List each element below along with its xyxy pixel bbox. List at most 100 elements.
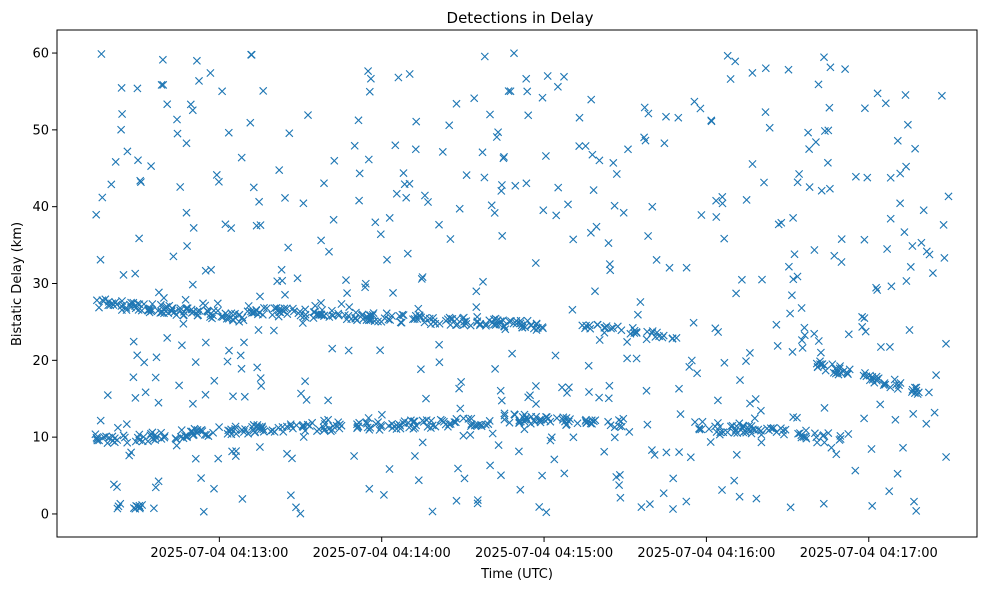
data-point	[238, 426, 247, 434]
data-point	[210, 376, 219, 385]
data-point	[690, 97, 699, 106]
data-point	[396, 424, 405, 433]
data-point	[368, 311, 377, 319]
data-point	[718, 192, 727, 201]
data-point	[944, 192, 953, 201]
data-point	[820, 403, 829, 412]
data-point	[748, 68, 757, 77]
data-point	[536, 418, 545, 427]
data-point	[385, 465, 394, 473]
data-point	[713, 396, 722, 405]
data-point	[325, 313, 334, 321]
data-point	[292, 503, 300, 512]
data-point	[224, 128, 233, 137]
data-point	[365, 425, 374, 434]
data-point	[798, 343, 807, 352]
data-point	[559, 413, 568, 422]
data-point	[730, 476, 739, 485]
data-point	[552, 211, 561, 220]
data-point	[459, 321, 468, 329]
data-point	[662, 112, 670, 121]
data-point	[337, 300, 346, 308]
data-point	[812, 359, 821, 368]
data-point	[588, 150, 597, 159]
data-point	[612, 170, 621, 178]
data-point	[125, 451, 134, 460]
data-point	[135, 234, 144, 243]
data-point	[350, 141, 359, 150]
data-point	[500, 409, 509, 418]
data-point	[706, 438, 715, 446]
data-point	[284, 243, 293, 252]
data-point	[206, 313, 214, 321]
data-point	[484, 420, 493, 429]
data-point	[460, 317, 469, 326]
data-point	[786, 309, 795, 318]
data-point	[874, 374, 883, 383]
data-point	[202, 431, 211, 439]
data-point	[675, 448, 684, 457]
data-point	[834, 370, 843, 379]
data-point	[156, 300, 165, 309]
data-point	[365, 87, 374, 96]
data-point	[473, 496, 482, 505]
data-point	[605, 260, 614, 269]
data-point	[797, 304, 806, 312]
x-axis-label: Time (UTC)	[480, 567, 553, 582]
data-point	[93, 434, 102, 443]
data-point	[472, 421, 481, 430]
data-point	[650, 450, 659, 459]
data-point	[383, 255, 391, 264]
data-point	[362, 418, 371, 427]
data-point	[389, 288, 397, 297]
data-point	[255, 422, 264, 431]
data-point	[697, 425, 706, 434]
data-point	[248, 422, 257, 431]
data-point	[173, 115, 181, 124]
data-point	[309, 308, 318, 317]
data-point	[582, 321, 591, 330]
data-point	[149, 504, 158, 513]
data-point	[269, 326, 278, 335]
data-point	[371, 218, 380, 227]
data-point	[732, 450, 741, 459]
data-point	[728, 421, 737, 430]
data-point	[296, 509, 305, 518]
data-point	[231, 452, 240, 461]
data-point	[510, 410, 519, 419]
data-point	[134, 305, 143, 314]
data-point	[720, 234, 729, 243]
data-point	[760, 178, 768, 187]
data-point	[535, 415, 544, 424]
data-point	[298, 319, 307, 327]
data-point	[643, 420, 652, 429]
data-point	[876, 343, 885, 351]
data-point	[716, 428, 725, 437]
data-point	[131, 269, 140, 278]
data-point	[584, 361, 593, 370]
data-point	[98, 193, 107, 202]
data-point	[297, 389, 305, 398]
data-point	[835, 364, 844, 373]
data-point	[250, 428, 259, 437]
data-point	[494, 441, 503, 450]
data-point	[718, 199, 727, 208]
data-point	[399, 311, 408, 320]
data-point	[224, 426, 233, 435]
data-point	[96, 255, 105, 264]
data-point	[188, 429, 197, 438]
data-point	[768, 424, 777, 433]
data-point	[908, 242, 917, 250]
data-point	[191, 358, 200, 367]
data-point	[464, 414, 473, 423]
data-point	[587, 95, 596, 104]
data-point	[270, 304, 279, 313]
data-point	[922, 419, 931, 428]
data-point	[773, 341, 782, 350]
data-point	[141, 388, 150, 397]
data-point	[189, 223, 198, 232]
data-point	[886, 383, 895, 392]
data-point	[511, 181, 520, 190]
data-point	[824, 429, 833, 438]
data-point	[636, 298, 645, 306]
